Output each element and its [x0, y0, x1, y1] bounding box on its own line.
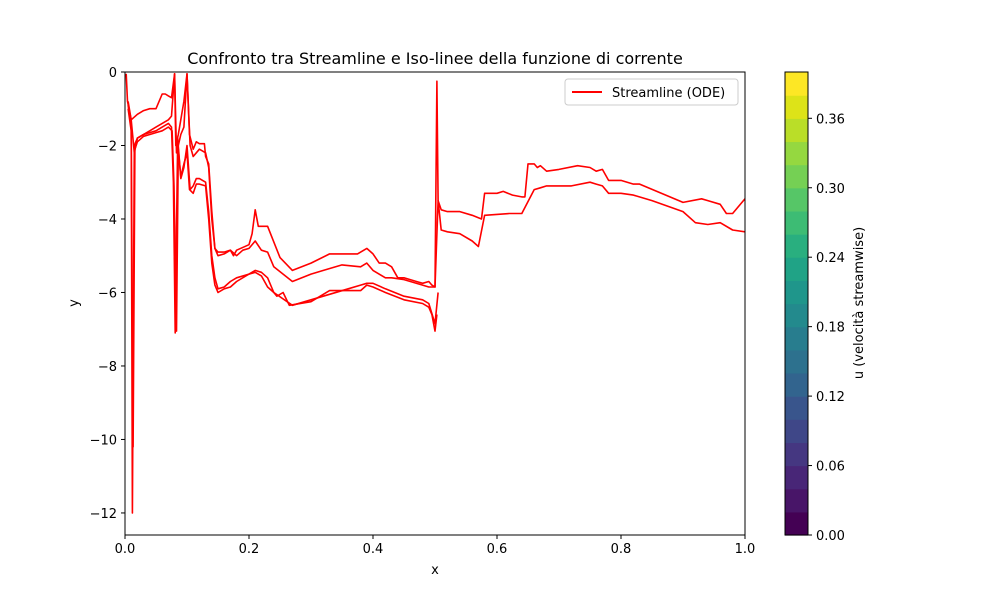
- colorbar-band: [785, 72, 808, 96]
- colorbar-band: [785, 210, 808, 235]
- x-axis-label: x: [431, 563, 439, 578]
- colorbar-band: [785, 419, 808, 443]
- x-tick-label: 0.4: [363, 542, 384, 557]
- colorbar-band: [785, 349, 808, 374]
- y-tick-label: −12: [90, 507, 117, 522]
- colorbar-band: [785, 488, 808, 513]
- legend: Streamline (ODE): [564, 78, 739, 106]
- legend-box: [564, 78, 739, 106]
- colorbar-tick-label: 0.24: [816, 251, 845, 266]
- colorbar-band: [785, 187, 808, 212]
- streamline-4: [127, 108, 438, 448]
- streamlines-layer: [125, 73, 745, 514]
- x-tick-label: 0.8: [611, 542, 632, 557]
- colorbar: [785, 72, 808, 536]
- x-axis-ticks: 0.0 0.2 0.4 0.6 0.8 1.0: [115, 535, 756, 557]
- colorbar-band: [785, 118, 808, 143]
- streamline-1: [125, 73, 745, 288]
- colorbar-band: [785, 372, 808, 397]
- colorbar-band: [785, 257, 808, 281]
- colorbar-tick-label: 0.00: [816, 529, 845, 544]
- chart-title: Confronto tra Streamline e Iso-linee del…: [187, 49, 683, 68]
- y-axis-label: y: [67, 299, 82, 307]
- colorbar-band: [785, 465, 808, 490]
- colorbar-tick-label: 0.06: [816, 460, 845, 475]
- colorbar-band: [785, 164, 808, 189]
- colorbar-band: [785, 326, 808, 351]
- x-tick-label: 0.2: [239, 542, 260, 557]
- x-tick-label: 0.0: [115, 542, 136, 557]
- streamline-2: [127, 73, 745, 288]
- y-tick-label: −8: [98, 360, 117, 375]
- plot-area: [125, 72, 745, 535]
- plot-frame: [124, 71, 746, 536]
- colorbar-label: u (velocità streamwise): [852, 227, 867, 379]
- colorbar-band: [785, 442, 808, 467]
- y-tick-label: −10: [90, 433, 117, 448]
- y-tick-label: 0: [109, 66, 117, 81]
- y-tick-label: −4: [98, 213, 117, 228]
- colorbar-ticks: 0.00 0.06 0.12 0.18 0.24 0.30 0.36: [808, 112, 845, 544]
- y-axis-ticks: 0 −2 −4 −6 −8 −10 −12: [90, 66, 125, 522]
- colorbar-tick-label: 0.18: [816, 321, 845, 336]
- y-tick-label: −6: [98, 286, 117, 301]
- colorbar-band: [785, 511, 808, 536]
- x-tick-label: 0.6: [487, 542, 508, 557]
- y-tick-label: −2: [98, 139, 117, 154]
- colorbar-band: [785, 396, 808, 420]
- colorbar-tick-label: 0.30: [816, 182, 845, 197]
- colorbar-band: [785, 141, 808, 166]
- colorbar-frame: [784, 71, 809, 536]
- colorbar-band: [785, 280, 808, 305]
- x-tick-label: 1.0: [735, 542, 756, 557]
- colorbar-tick-label: 0.36: [816, 112, 845, 127]
- legend-label: Streamline (ODE): [612, 86, 725, 101]
- colorbar-band: [785, 95, 808, 119]
- colorbar-band: [785, 234, 808, 258]
- colorbar-band: [785, 303, 808, 328]
- colorbar-tick-label: 0.12: [816, 390, 845, 405]
